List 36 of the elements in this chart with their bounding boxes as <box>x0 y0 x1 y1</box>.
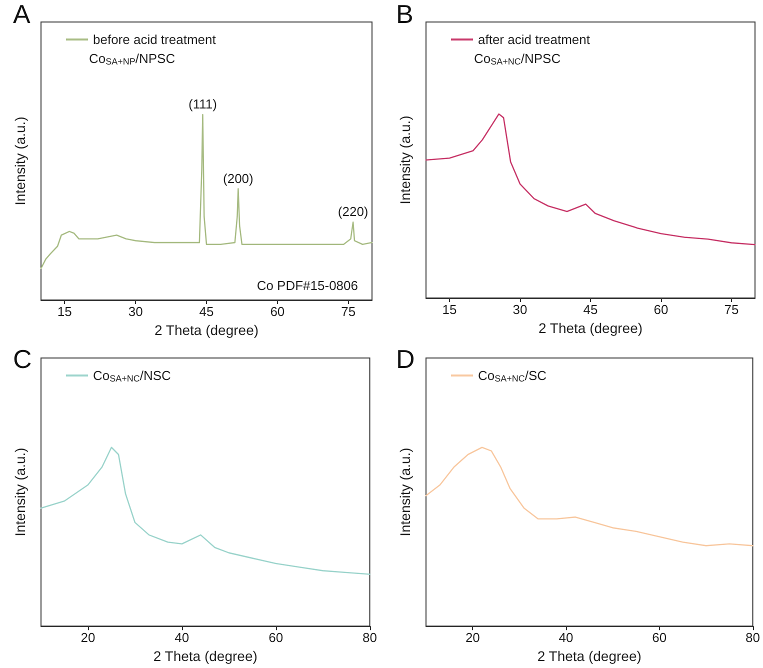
x-tick-label: 15 <box>57 304 72 319</box>
x-tick-label: 45 <box>199 304 214 319</box>
chart-title: B <box>396 0 414 29</box>
x-tick-label: 40 <box>174 630 190 646</box>
x-tick-label: 60 <box>652 630 667 646</box>
x-tick-label: 45 <box>583 302 598 317</box>
x-tick-label: 20 <box>465 630 480 646</box>
chart-title: A <box>13 0 31 29</box>
x-tick-label: 15 <box>442 302 457 317</box>
y-axis-title: Intensity (a.u.) <box>12 116 28 206</box>
x-tick-label: 75 <box>341 304 356 319</box>
x-tick-label: 80 <box>746 630 760 646</box>
x-tick-label: 40 <box>558 630 574 646</box>
x-tick-label: 20 <box>80 630 96 646</box>
annotation: (111) <box>188 96 217 112</box>
x-tick-label: 60 <box>270 304 285 319</box>
y-axis-title: Intensity (a.u.) <box>397 116 413 204</box>
x-tick-label: 80 <box>362 630 378 646</box>
x-axis-title: 2 Theta (degree) <box>154 322 259 338</box>
x-tick-label: 75 <box>724 302 739 317</box>
x-tick-label: 60 <box>654 302 668 317</box>
y-axis-title: Intensity (a.u.) <box>12 448 28 536</box>
y-axis-title: Intensity (a.u.) <box>397 448 413 536</box>
x-tick-label: 30 <box>128 304 143 319</box>
annotation: (200) <box>223 170 254 186</box>
x-tick-label: 30 <box>512 302 528 317</box>
legend-label: after acid treatment <box>478 32 590 47</box>
annotation: Co PDF#15-0806 <box>256 278 358 293</box>
x-axis-title: 2 Theta (degree) <box>537 648 642 664</box>
x-axis-title: 2 Theta (degree) <box>153 648 258 664</box>
chart-title: D <box>396 344 415 374</box>
legend-label: before acid treatment <box>93 32 216 47</box>
x-axis-title: 2 Theta (degree) <box>538 320 643 336</box>
chart-title: C <box>13 344 32 374</box>
annotation: (220) <box>338 204 368 220</box>
x-tick-label: 60 <box>268 630 284 646</box>
